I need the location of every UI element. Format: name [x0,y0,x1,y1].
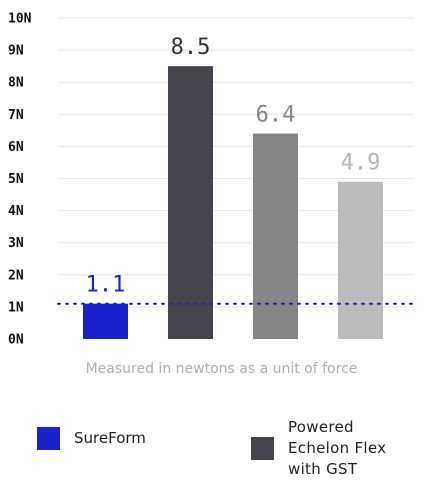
bar-value-label: 8.5 [171,35,211,60]
bar-value-label: 6.4 [256,103,296,128]
legend-label-echelon: Powered Echelon Flex with GST [288,418,387,478]
legend-swatch-sureform [37,427,60,450]
gridlines [58,17,414,308]
legend-item-sureform: SureForm [37,427,146,450]
y-tick-label: 10N [8,12,32,27]
bar-value-labels: 1.1 8.5 6.4 4.9 [86,35,381,298]
legend-label-sureform: SureForm [74,429,146,447]
y-tick-label: 1N [8,300,24,315]
y-tick-label: 8N [8,76,24,91]
y-tick-label: 2N [8,268,24,283]
y-tick-label: 9N [8,44,24,59]
legend-item-echelon: Powered Echelon Flex with GST [251,417,418,480]
y-tick-label: 6N [8,140,24,155]
y-axis-ticks: 0N 1N 2N 3N 4N 5N 6N 7N 8N 9N 10N [8,12,32,348]
bars [83,66,383,340]
bar [338,181,383,339]
bar-chart: 0N 1N 2N 3N 4N 5N 6N 7N 8N 9N 10N 1.1 8.5 6.4 4.9 [8,12,415,348]
y-tick-label: 5N [8,172,24,187]
bar-value-label: 4.9 [341,151,381,176]
y-tick-label: 0N [8,333,24,348]
bar [253,133,298,339]
bar-value-label: 1.1 [86,273,126,298]
x-axis-caption: Measured in newtons as a unit of force [85,361,358,377]
y-tick-label: 4N [8,204,24,219]
y-tick-label: 3N [8,236,24,251]
bar [168,66,213,340]
y-tick-label: 7N [8,108,24,123]
bar [83,303,128,339]
legend-swatch-echelon [251,437,274,460]
